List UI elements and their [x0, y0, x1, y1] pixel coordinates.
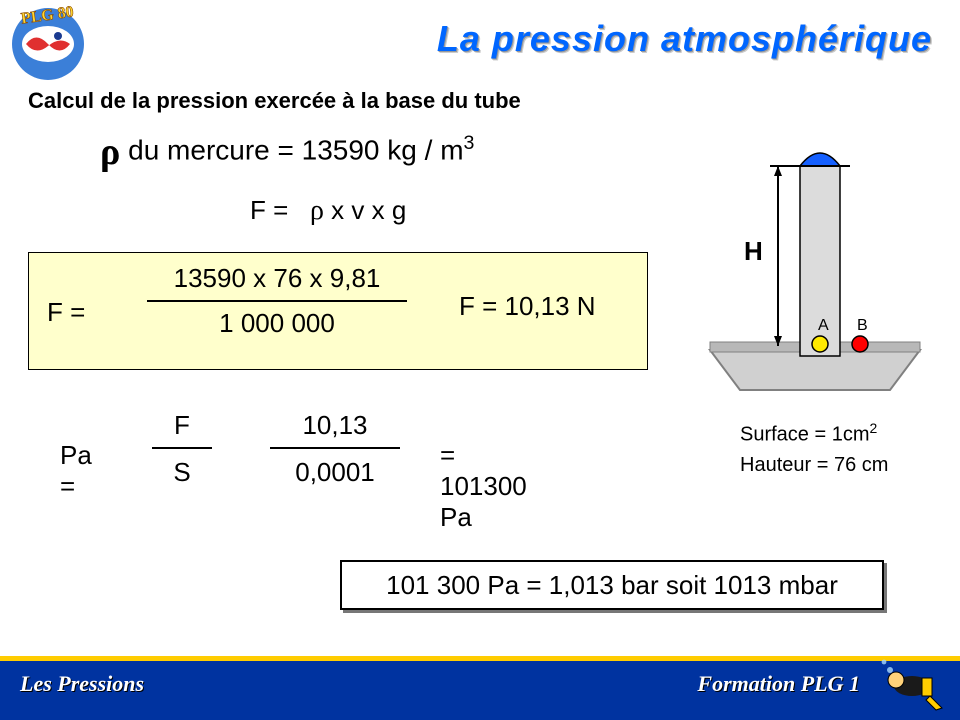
footer-right-text: Formation PLG 1: [697, 671, 860, 697]
svg-text:H: H: [744, 236, 763, 266]
calc-fraction: 13590 x 76 x 9,81 1 000 000: [147, 263, 407, 339]
calc-numerator: 13590 x 76 x 9,81: [147, 263, 407, 302]
slide: PLG 80 La pression atmosphérique Calcul …: [0, 0, 960, 720]
pa-frac1-den: S: [152, 449, 212, 488]
pa-frac1-num: F: [152, 410, 212, 449]
diagram-height-label: Hauteur = 76 cm: [740, 454, 888, 477]
pa-fraction-numeric: 10,13 0,0001: [270, 410, 400, 488]
footer-bar: Les Pressions Formation PLG 1: [0, 656, 960, 720]
density-exp: 3: [464, 132, 475, 154]
calc-result: F = 10,13 N: [459, 291, 596, 322]
density-text: du mercure = 13590 kg / m: [120, 134, 463, 165]
calculation-box: F = 13590 x 76 x 9,81 1 000 000 F = 10,1…: [28, 252, 648, 370]
slide-subtitle: Calcul de la pression exercée à la base …: [28, 88, 521, 114]
svg-text:B: B: [857, 317, 868, 334]
pa-label: Pa =: [60, 440, 92, 502]
svg-text:A: A: [818, 317, 829, 334]
calc-f-eq: F =: [47, 297, 85, 328]
force-formula-line: F = ρ x v x g: [250, 195, 406, 227]
rho-symbol-small: ρ: [310, 195, 324, 226]
final-result-box: 101 300 Pa = 1,013 bar soit 1013 mbar: [340, 560, 884, 610]
slide-title: La pression atmosphérique: [437, 18, 932, 60]
footer-left-text: Les Pressions: [20, 671, 144, 697]
tube-diagram: A B H Surface = 1cm2 Hauteur = 76 cm: [700, 140, 930, 425]
pa-frac2-num: 10,13: [270, 410, 400, 449]
pa-frac2-den: 0,0001: [270, 449, 400, 488]
density-line: ρ du mercure = 13590 kg / m3: [100, 130, 474, 174]
pa-result: = 101300 Pa: [440, 440, 527, 533]
pa-fraction-symbolic: F S: [152, 410, 212, 488]
f-eq-label: F =: [250, 195, 288, 225]
calc-denominator: 1 000 000: [147, 302, 407, 339]
rho-symbol: ρ: [100, 131, 120, 173]
diagram-surface-label: Surface = 1cm2: [740, 420, 877, 447]
diver-icon: [876, 656, 948, 717]
club-logo: PLG 80: [6, 6, 90, 89]
f-eq-rhs: x v x g: [324, 195, 406, 225]
